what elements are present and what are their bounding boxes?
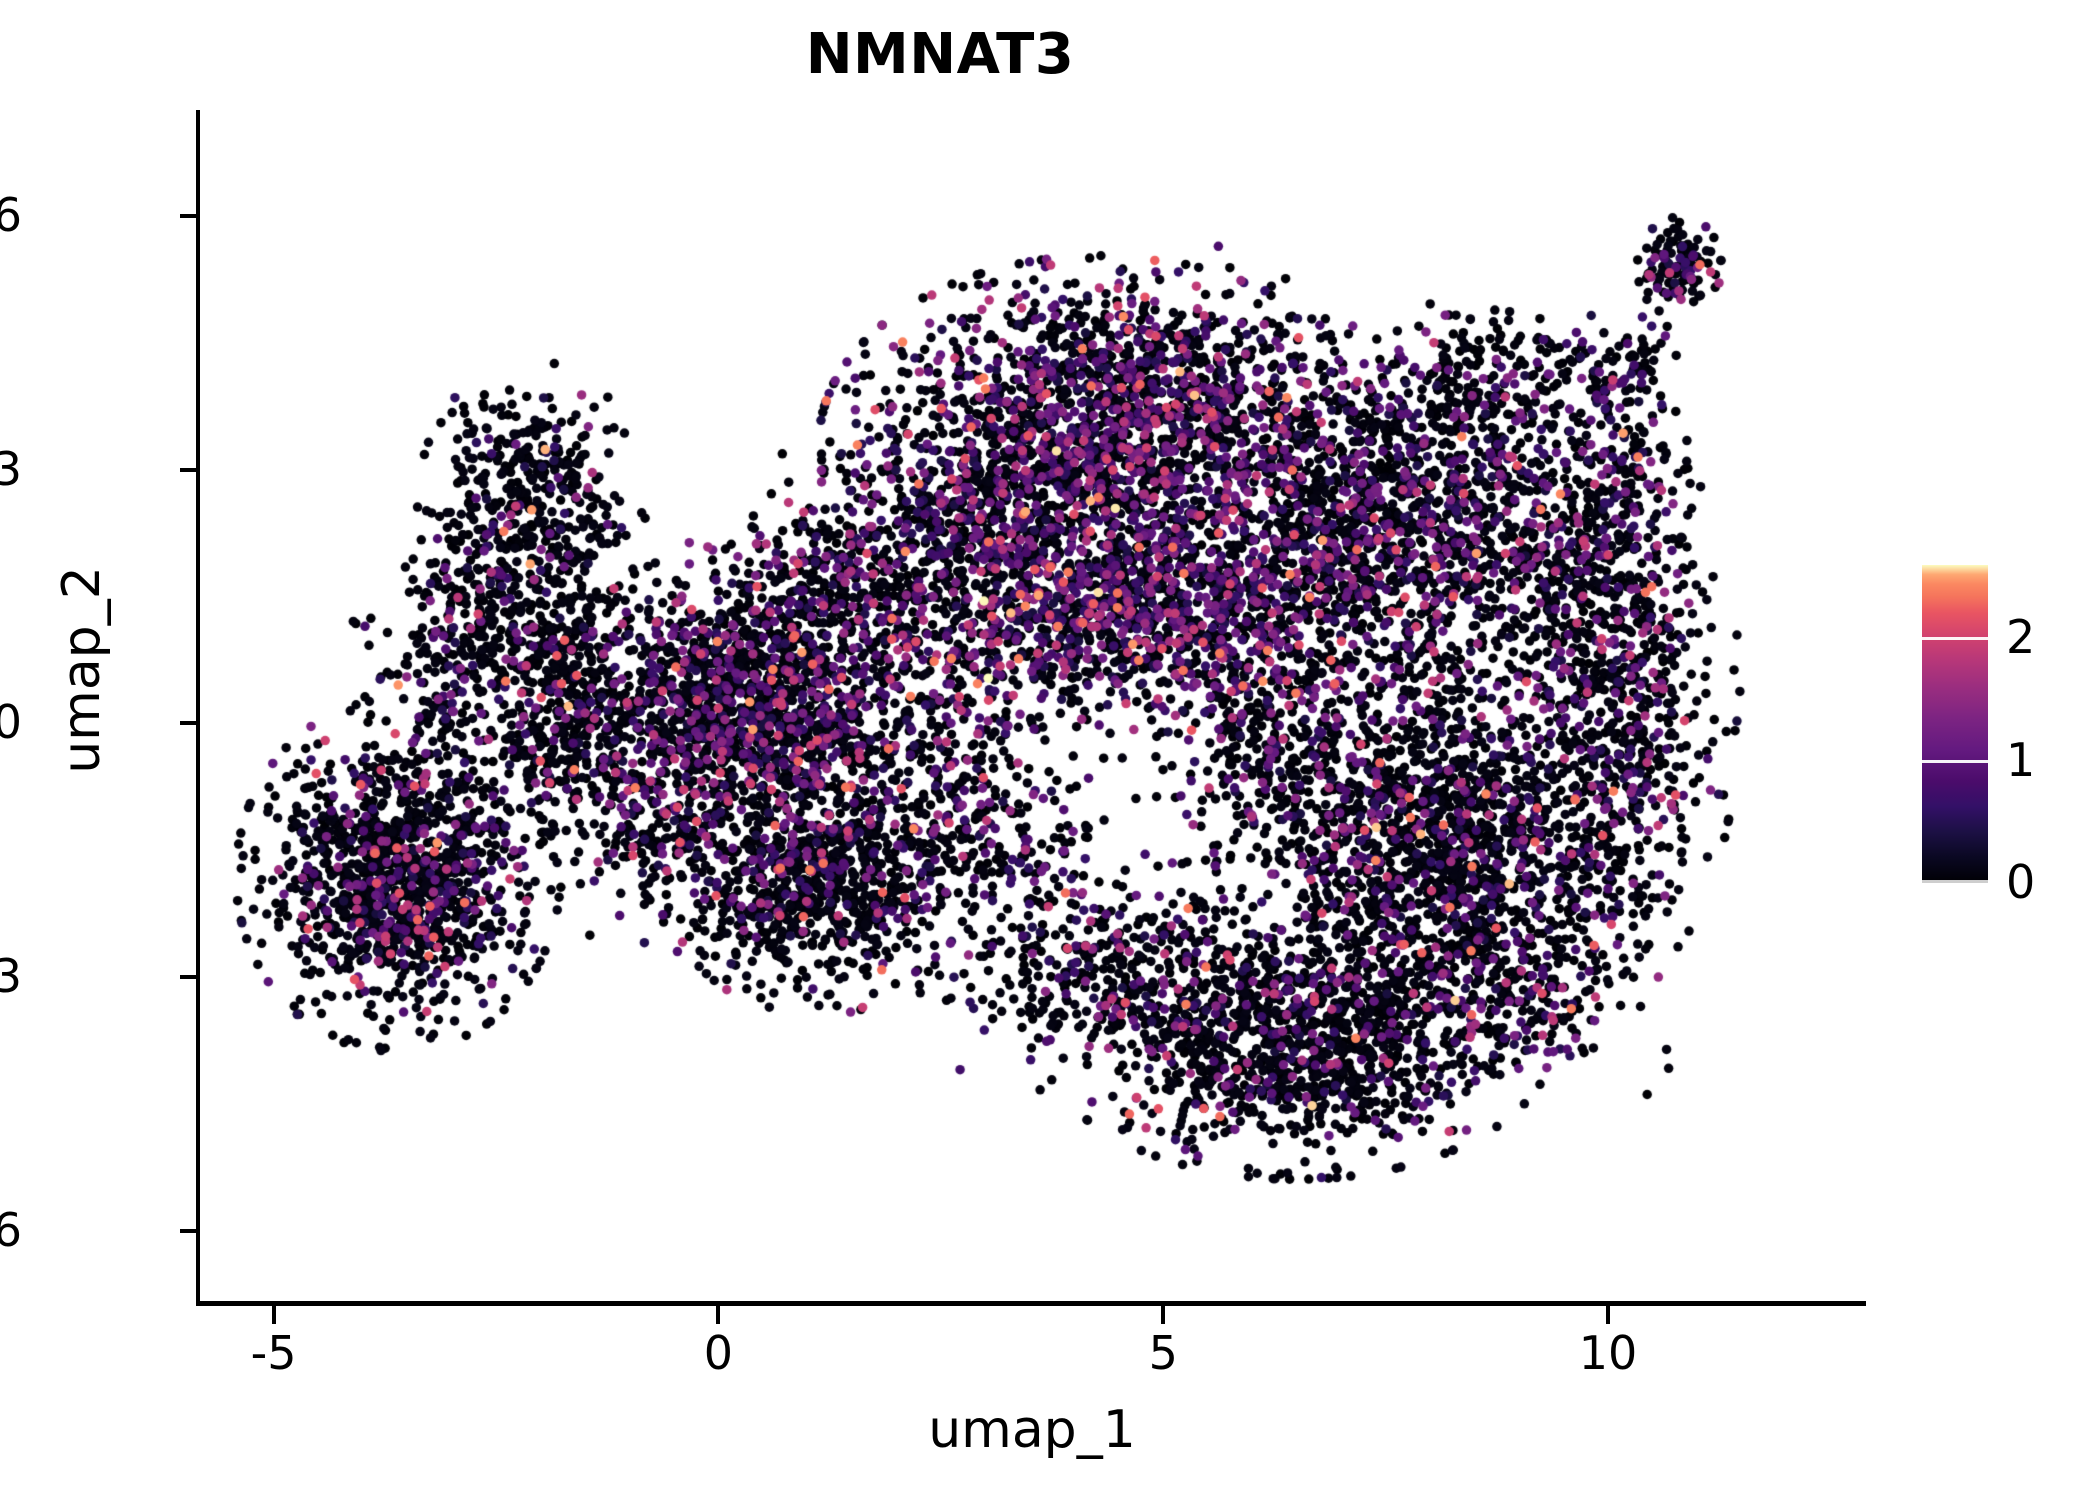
colorbar-tick-mark [1922, 637, 1988, 641]
colorbar-tick-mark [1922, 759, 1988, 763]
colorbar-tick-mark [1922, 880, 1988, 883]
x-tick-label: 10 [1578, 1326, 1638, 1380]
y-tick-mark [180, 975, 196, 980]
colorbar-tick-label: 2 [2006, 610, 2036, 665]
colorbar-tick-label: 0 [2006, 855, 2036, 909]
y-tick-label: 6 [0, 187, 22, 242]
y-tick-mark [180, 467, 196, 472]
y-tick-label: 0 [0, 695, 22, 750]
y-tick-mark [180, 213, 196, 218]
x-tick-label: 5 [1148, 1326, 1178, 1380]
y-tick-mark [180, 1229, 196, 1234]
y-tick-label: 3 [0, 441, 22, 496]
x-tick-label: -5 [250, 1326, 297, 1380]
colorbar-gradient [1922, 565, 1988, 883]
y-axis-label: umap_2 [52, 566, 112, 774]
x-tick-mark [1606, 1306, 1611, 1324]
y-axis-spine [196, 110, 200, 1306]
x-axis-spine [196, 1301, 1866, 1306]
x-tick-mark [716, 1306, 721, 1324]
y-tick-label: -6 [0, 1203, 22, 1258]
y-tick-label: -3 [0, 949, 22, 1004]
x-axis-label: umap_1 [928, 1400, 1136, 1460]
x-tick-label: 0 [703, 1326, 734, 1380]
y-tick-mark [180, 721, 196, 726]
colorbar-tick-label: 1 [2006, 732, 2036, 787]
x-tick-mark [271, 1306, 276, 1324]
x-tick-mark [1161, 1306, 1166, 1324]
